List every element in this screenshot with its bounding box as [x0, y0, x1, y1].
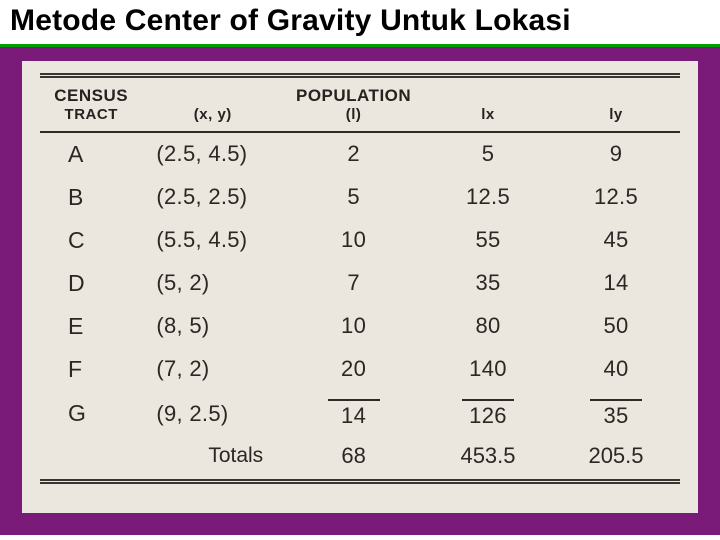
top-double-rule [40, 73, 680, 78]
cell-tract: C [40, 219, 142, 262]
cell-pop: 20 [283, 348, 424, 391]
cell-tract: D [40, 262, 142, 305]
cell-lx: 5 [424, 132, 552, 176]
cell-ly: 40 [552, 348, 680, 391]
cell-tract: F [40, 348, 142, 391]
cog-table: CENSUS TRACT (x, y) POPULATION (l) [40, 80, 680, 471]
col-header-xy: (x, y) [142, 80, 283, 132]
cell-ly: 9 [552, 132, 680, 176]
cell-ly: 35 [552, 391, 680, 437]
cell-ly: 50 [552, 305, 680, 348]
totals-lx: 453.5 [424, 437, 552, 471]
cell-lx: 80 [424, 305, 552, 348]
cell-xy: (2.5, 2.5) [142, 176, 283, 219]
cell-ly: 14 [552, 262, 680, 305]
slide-frame: CENSUS TRACT (x, y) POPULATION (l) [0, 47, 720, 535]
cell-lx: 35 [424, 262, 552, 305]
cell-pop: 14 [283, 391, 424, 437]
cell-tract: G [40, 391, 142, 437]
totals-blank [40, 437, 142, 471]
col-header-pop-l1: POPULATION [296, 86, 411, 105]
totals-row: Totals 68 453.5 205.5 [40, 437, 680, 471]
cell-pop-last: 14 [328, 399, 380, 429]
cell-xy: (8, 5) [142, 305, 283, 348]
table-row: C (5.5, 4.5) 10 55 45 [40, 219, 680, 262]
cell-xy: (5, 2) [142, 262, 283, 305]
cell-pop: 10 [283, 305, 424, 348]
cell-lx-last: 126 [462, 399, 514, 429]
cell-ly: 45 [552, 219, 680, 262]
cell-ly: 12.5 [552, 176, 680, 219]
col-header-tract: CENSUS TRACT [40, 80, 142, 132]
slide: Metode Center of Gravity Untuk Lokasi CE… [0, 0, 720, 540]
cell-pop: 5 [283, 176, 424, 219]
totals-label: Totals [142, 437, 283, 471]
col-header-lx: lx [424, 80, 552, 132]
cell-tract: B [40, 176, 142, 219]
col-header-ly-l2: ly [554, 106, 678, 123]
cell-pop: 2 [283, 132, 424, 176]
cell-lx: 12.5 [424, 176, 552, 219]
cell-tract: A [40, 132, 142, 176]
col-header-lx-l2: lx [426, 106, 550, 123]
table-row: B (2.5, 2.5) 5 12.5 12.5 [40, 176, 680, 219]
totals-pop: 68 [283, 437, 424, 471]
cell-lx: 55 [424, 219, 552, 262]
table-row: E (8, 5) 10 80 50 [40, 305, 680, 348]
col-header-tract-l1: CENSUS [54, 86, 128, 105]
cell-tract: E [40, 305, 142, 348]
table-paper: CENSUS TRACT (x, y) POPULATION (l) [22, 61, 698, 513]
cell-ly-last: 35 [590, 399, 642, 429]
cell-lx: 126 [424, 391, 552, 437]
cell-xy: (7, 2) [142, 348, 283, 391]
cell-lx: 140 [424, 348, 552, 391]
cell-xy: (5.5, 4.5) [142, 219, 283, 262]
cell-xy: (2.5, 4.5) [142, 132, 283, 176]
table-row: A (2.5, 4.5) 2 5 9 [40, 132, 680, 176]
page-title: Metode Center of Gravity Untuk Lokasi [10, 4, 710, 38]
table-row: F (7, 2) 20 140 40 [40, 348, 680, 391]
totals-ly: 205.5 [552, 437, 680, 471]
col-header-pop-l2: (l) [285, 106, 422, 123]
title-bar: Metode Center of Gravity Untuk Lokasi [0, 0, 720, 47]
table-row: G (9, 2.5) 14 126 35 [40, 391, 680, 437]
bottom-double-rule [40, 479, 680, 484]
col-header-xy-l2: (x, y) [144, 106, 281, 123]
cell-pop: 7 [283, 262, 424, 305]
col-header-pop: POPULATION (l) [283, 80, 424, 132]
cell-pop: 10 [283, 219, 424, 262]
table-row: D (5, 2) 7 35 14 [40, 262, 680, 305]
col-header-tract-l2: TRACT [42, 106, 140, 123]
cell-xy: (9, 2.5) [142, 391, 283, 437]
col-header-ly: ly [552, 80, 680, 132]
